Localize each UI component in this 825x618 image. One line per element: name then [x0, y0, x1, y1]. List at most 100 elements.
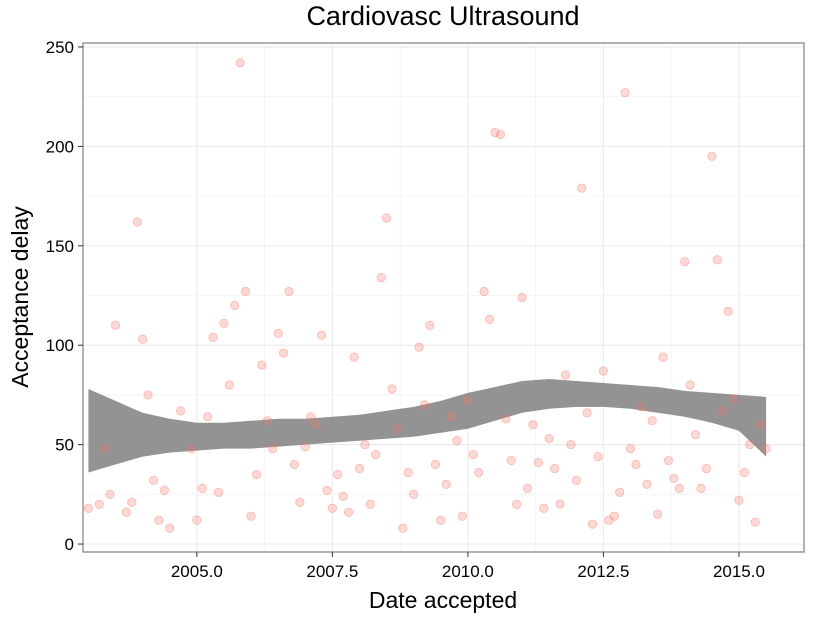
data-point: [203, 412, 213, 422]
data-point: [94, 499, 104, 509]
data-point: [371, 449, 381, 460]
data-point: [723, 306, 733, 317]
data-point: [344, 507, 354, 517]
data-point: [642, 479, 652, 489]
data-point: [105, 489, 115, 499]
data-points: [83, 58, 771, 533]
data-point: [213, 487, 224, 497]
data-point: [365, 499, 375, 509]
data-point: [197, 483, 207, 493]
data-point: [452, 436, 462, 446]
chart-title: Cardiovasc Ultrasound: [306, 1, 579, 31]
data-point: [587, 519, 598, 529]
data-point: [327, 503, 337, 513]
data-point: [647, 416, 657, 426]
data-point: [598, 366, 609, 376]
data-point: [658, 352, 668, 362]
data-point: [468, 449, 478, 460]
data-point: [175, 406, 186, 416]
data-point: [533, 457, 543, 468]
data-point: [674, 483, 684, 493]
data-point: [463, 396, 473, 406]
x-tick-label: 2012.5: [577, 562, 629, 581]
data-point: [360, 440, 370, 450]
data-point: [544, 434, 554, 444]
data-point: [685, 380, 695, 390]
y-tick-label: 150: [46, 237, 74, 256]
data-point: [376, 273, 386, 283]
data-point: [398, 523, 408, 533]
data-point: [186, 444, 197, 454]
x-axis-title: Date accepted: [369, 587, 517, 613]
data-point: [506, 455, 516, 466]
data-point: [354, 463, 365, 474]
data-point: [257, 360, 267, 370]
data-point: [278, 348, 289, 358]
data-point: [268, 444, 278, 454]
data-point: [387, 384, 397, 394]
data-point: [604, 515, 614, 525]
data-point: [159, 485, 169, 495]
data-point: [734, 495, 744, 505]
data-point: [555, 499, 565, 509]
data-point: [83, 503, 94, 513]
data-point: [409, 489, 419, 499]
data-point: [631, 459, 641, 470]
data-point: [707, 151, 717, 161]
y-axis-title: Acceptance delay: [7, 206, 33, 388]
data-point: [138, 334, 148, 344]
data-point: [539, 503, 549, 513]
smooth-band-layer: [88, 379, 767, 473]
data-point: [425, 320, 435, 330]
data-point: [143, 390, 153, 400]
data-point: [636, 402, 646, 412]
y-tick-label: 200: [46, 137, 74, 156]
x-tick-label: 2015.0: [713, 562, 765, 581]
data-point: [690, 430, 701, 440]
grid-lines: [83, 43, 804, 552]
data-point: [230, 300, 240, 311]
data-point: [571, 475, 581, 486]
data-point: [750, 517, 760, 527]
data-point: [728, 394, 739, 404]
data-point: [246, 511, 256, 521]
y-tick-label: 0: [65, 535, 74, 554]
data-point: [110, 320, 121, 330]
data-point: [501, 414, 511, 424]
data-point: [495, 129, 506, 140]
data-point: [300, 442, 310, 452]
data-point: [718, 406, 728, 416]
data-point: [338, 491, 348, 501]
y-tick-label: 250: [46, 38, 74, 57]
data-point: [582, 408, 592, 418]
data-point: [447, 412, 457, 422]
plot-border: [82, 42, 805, 553]
data-point: [127, 497, 137, 507]
data-point: [414, 342, 424, 352]
data-point: [625, 444, 636, 454]
x-tick-label: 2007.5: [306, 562, 358, 581]
data-point: [132, 217, 142, 227]
data-point: [490, 127, 500, 138]
data-point: [284, 286, 294, 297]
data-point: [251, 469, 262, 480]
data-point: [241, 286, 251, 297]
data-point: [484, 314, 495, 324]
data-point: [701, 463, 712, 474]
data-point: [419, 400, 430, 410]
data-point: [528, 420, 538, 430]
data-point: [436, 515, 446, 525]
data-point: [756, 420, 766, 430]
y-tick-label: 50: [55, 436, 74, 455]
data-point: [566, 440, 576, 450]
data-point: [653, 509, 663, 519]
x-tick-label: 2010.0: [442, 562, 494, 581]
data-point: [316, 330, 327, 340]
data-point: [479, 286, 489, 297]
data-point: [273, 328, 283, 338]
data-point: [322, 485, 332, 495]
data-point: [148, 475, 159, 486]
data-point: [560, 370, 571, 380]
smooth-confidence-band: [88, 379, 767, 473]
